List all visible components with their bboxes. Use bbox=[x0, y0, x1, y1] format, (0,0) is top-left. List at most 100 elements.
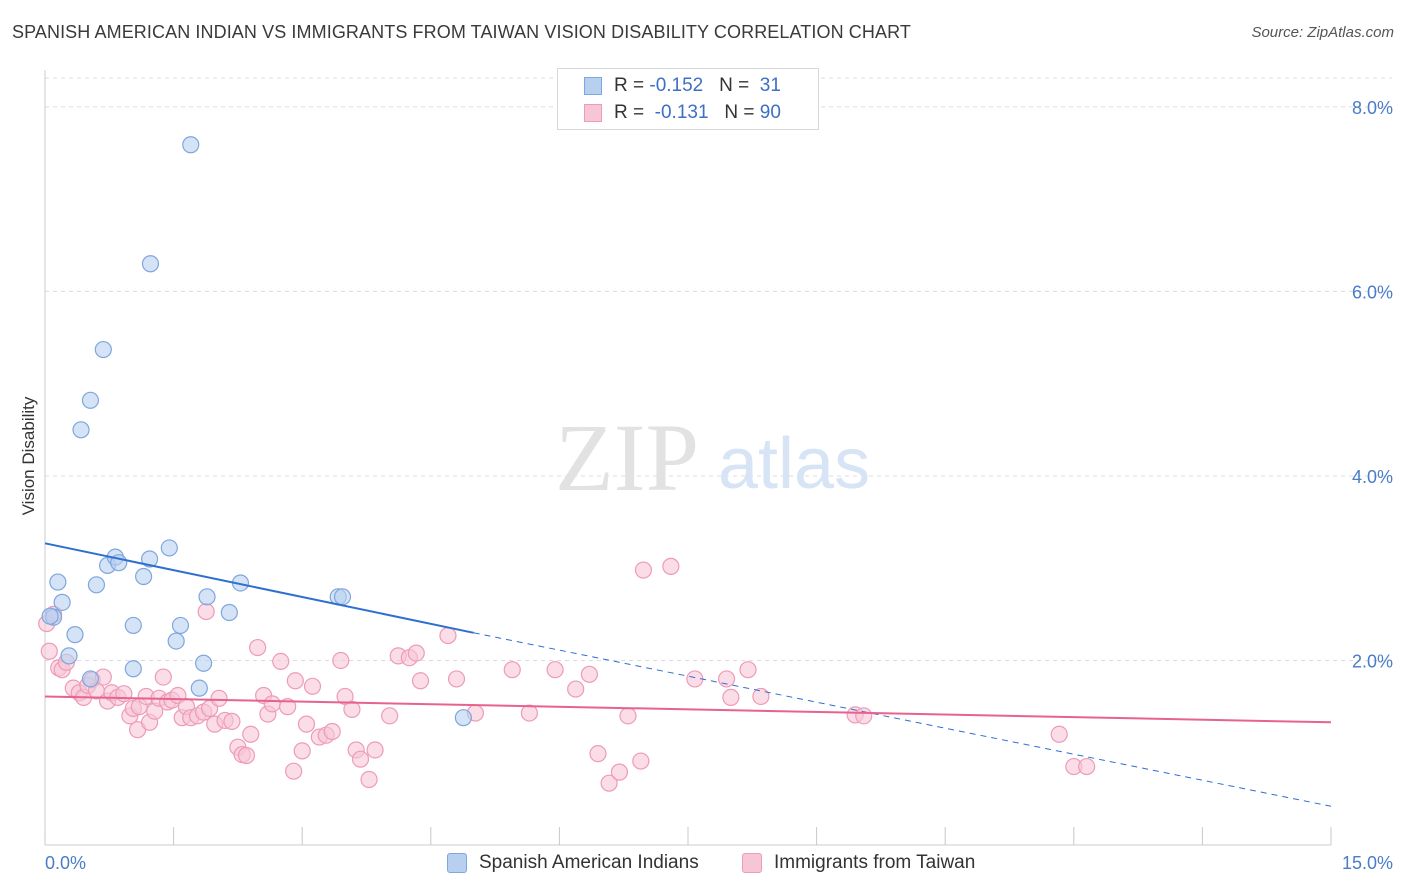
legend-label: Immigrants from Taiwan bbox=[774, 852, 976, 873]
data-point-blue bbox=[60, 647, 78, 665]
data-point-pink bbox=[249, 638, 267, 657]
x-tick-label-max: 15.0% bbox=[1342, 853, 1393, 873]
data-point-blue bbox=[160, 539, 178, 557]
data-point-pink bbox=[381, 707, 399, 725]
data-point-pink bbox=[210, 689, 228, 707]
data-point-pink bbox=[360, 770, 378, 789]
watermark: ZIP atlas bbox=[555, 404, 870, 511]
watermark-atlas: atlas bbox=[718, 424, 870, 504]
trend-line-blue bbox=[44, 542, 474, 634]
data-point-blue bbox=[198, 588, 216, 606]
data-point-blue bbox=[195, 654, 213, 672]
data-point-pink bbox=[634, 561, 653, 579]
data-point-pink bbox=[739, 661, 757, 679]
chart-title: SPANISH AMERICAN INDIAN VS IMMIGRANTS FR… bbox=[12, 22, 911, 42]
legend-swatch-pink bbox=[584, 104, 602, 122]
legend-swatch-pink bbox=[742, 853, 762, 873]
data-point-blue bbox=[182, 136, 200, 154]
data-point-pink bbox=[447, 670, 466, 688]
data-point-pink bbox=[154, 668, 172, 686]
trend-lines bbox=[44, 542, 1332, 807]
data-point-blue bbox=[87, 576, 106, 594]
data-point-pink bbox=[366, 741, 384, 759]
data-point-pink bbox=[323, 722, 341, 741]
data-point-blue bbox=[134, 567, 153, 586]
data-point-pink bbox=[343, 700, 361, 718]
data-point-pink bbox=[279, 698, 297, 716]
data-point-blue bbox=[124, 660, 142, 678]
data-point-pink bbox=[237, 746, 256, 765]
trend-line-blue-projection bbox=[473, 632, 1332, 807]
source-credit: Source: ZipAtlas.com bbox=[1251, 24, 1394, 41]
data-point-pink bbox=[263, 695, 281, 713]
data-point-blue bbox=[190, 679, 208, 697]
legend-n-label: N = bbox=[724, 102, 760, 123]
y-tick-label: 8.0% bbox=[1352, 98, 1393, 118]
y-tick-label: 2.0% bbox=[1352, 651, 1393, 671]
axes bbox=[44, 70, 1332, 846]
data-point-blue bbox=[81, 670, 100, 688]
data-point-pink bbox=[197, 602, 215, 621]
trend-line-pink bbox=[44, 695, 1332, 724]
tick-labels: 2.0% 4.0% 6.0% 8.0% 0.0% 15.0% bbox=[45, 98, 1393, 873]
data-point-pink bbox=[580, 665, 599, 683]
legend-n-label: N = bbox=[719, 75, 755, 96]
data-point-blue bbox=[141, 255, 160, 273]
legend-n-value: 31 bbox=[759, 75, 781, 96]
data-point-blue bbox=[66, 626, 84, 644]
y-axis-label: Vision Disability bbox=[19, 396, 38, 515]
data-point-pink bbox=[855, 707, 873, 725]
data-point-blue bbox=[140, 550, 159, 568]
data-point-blue bbox=[220, 603, 238, 622]
y-tick-label: 6.0% bbox=[1352, 282, 1393, 302]
legend-label: Spanish American Indians bbox=[479, 852, 699, 873]
data-point-pink bbox=[407, 644, 425, 662]
data-point-blue bbox=[454, 709, 472, 727]
data-point-pink bbox=[293, 742, 311, 760]
data-point-pink bbox=[632, 752, 650, 770]
data-point-blue bbox=[124, 616, 142, 635]
data-point-pink bbox=[272, 652, 290, 670]
data-point-blue bbox=[171, 616, 190, 635]
legend-n-value: 90 bbox=[759, 102, 781, 123]
data-point-pink bbox=[297, 715, 316, 733]
data-point-pink bbox=[286, 672, 304, 690]
data-point-pink bbox=[589, 745, 607, 763]
y-tick-label: 4.0% bbox=[1352, 467, 1393, 487]
data-point-pink bbox=[662, 557, 680, 575]
data-point-blue bbox=[94, 340, 112, 359]
data-point-pink bbox=[115, 685, 133, 703]
data-point-blue bbox=[72, 421, 90, 439]
watermark-zip: ZIP bbox=[555, 404, 699, 511]
legend-r-value: -0.131 bbox=[654, 102, 709, 123]
data-point-pink bbox=[439, 626, 457, 645]
data-point-blue bbox=[81, 391, 100, 409]
data-point-pink bbox=[610, 763, 629, 781]
data-point-pink bbox=[520, 704, 538, 722]
data-point-blue bbox=[41, 607, 59, 625]
series-immigrants-from-taiwan bbox=[38, 557, 1096, 792]
data-point-pink bbox=[546, 661, 564, 679]
data-point-blue bbox=[49, 573, 67, 591]
legend-swatch-blue bbox=[447, 853, 467, 873]
data-point-pink bbox=[503, 661, 521, 679]
data-point-pink bbox=[303, 677, 322, 695]
data-point-pink bbox=[1078, 757, 1096, 776]
data-point-pink bbox=[242, 725, 260, 743]
legend-r-value: -0.152 bbox=[649, 75, 704, 96]
series-spanish-american-indians bbox=[41, 136, 472, 727]
x-tick-label-min: 0.0% bbox=[45, 853, 86, 873]
legend-r-label: R = bbox=[614, 75, 650, 96]
data-point-pink bbox=[40, 642, 58, 660]
data-point-blue bbox=[53, 593, 71, 611]
data-point-pink bbox=[223, 712, 241, 730]
data-point-pink bbox=[600, 774, 618, 792]
data-point-blue bbox=[167, 632, 185, 650]
data-point-pink bbox=[567, 680, 585, 698]
data-point-blue bbox=[333, 588, 352, 606]
legend-swatch-blue bbox=[584, 77, 602, 95]
data-point-pink bbox=[752, 687, 770, 706]
legend-r-label: R = bbox=[614, 102, 650, 123]
data-point-pink bbox=[285, 762, 303, 780]
